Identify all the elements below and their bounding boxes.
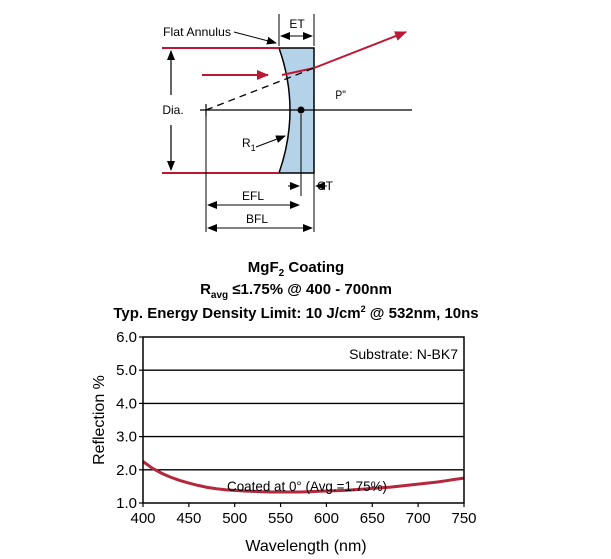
lens-diagram: P" Flat Annulus ET Dia. R1 CT EFL BFL	[162, 14, 412, 232]
y-tick-label: 6.0	[116, 329, 137, 346]
y-tick-label: 5.0	[116, 362, 137, 379]
ray-exiting	[313, 31, 407, 69]
principal-point	[297, 106, 305, 114]
substrate-label: Substrate: N-BK7	[349, 346, 458, 362]
chart-grid	[143, 369, 464, 471]
x-tick-label: 500	[222, 510, 247, 527]
coating-title-line: MgF2 Coating	[248, 259, 344, 279]
y-axis-title: Reflection %	[91, 375, 108, 465]
r-leader	[255, 135, 286, 148]
y-tick-label: 4.0	[116, 395, 137, 412]
plot-frame	[142, 336, 465, 504]
p-label: P"	[335, 89, 345, 102]
flat-annulus-leader	[233, 31, 277, 45]
x-axis-title: Wavelength (nm)	[245, 538, 366, 555]
y-tick-label: 3.0	[116, 429, 137, 446]
x-tick-label: 600	[314, 510, 339, 527]
dia-label: Dia.	[162, 103, 183, 117]
ct-label: CT	[317, 179, 334, 193]
chart-x-ticks: 400 450 500 550 600 650 700 750	[130, 503, 477, 527]
bfl-label: BFL	[246, 212, 268, 226]
x-tick-label: 550	[268, 510, 293, 527]
x-tick-label: 450	[176, 510, 201, 527]
chart-y-ticks: 1.0 2.0 3.0 4.0 5.0 6.0	[116, 329, 143, 512]
r-label: R1	[242, 136, 256, 153]
ravg-line: Ravg ≤1.75% @ 400 - 700nm	[200, 281, 392, 301]
efl-label: EFL	[242, 189, 264, 203]
curve-label: Coated at 0° (Avg.=1.75%)	[227, 478, 387, 494]
energy-density-line: Typ. Energy Density Limit: 10 J/cm2 @ 53…	[113, 304, 478, 322]
x-tick-label: 700	[406, 510, 431, 527]
et-label: ET	[289, 17, 305, 31]
reflection-curve	[142, 460, 465, 494]
x-tick-label: 650	[360, 510, 385, 527]
x-tick-label: 750	[451, 510, 476, 527]
coating-title: MgF2 Coating Ravg ≤1.75% @ 400 - 700nm T…	[113, 259, 478, 322]
ray-in-lens	[281, 67, 315, 76]
flat-annulus-label: Flat Annulus	[163, 25, 231, 39]
y-tick-label: 2.0	[116, 462, 137, 479]
x-tick-label: 400	[130, 510, 155, 527]
substrate-label-bg	[352, 343, 460, 365]
reflection-chart: 1.0 2.0 3.0 4.0 5.0 6.0 400 450 500 550 600 650 700…	[91, 329, 477, 555]
ray-virtual-extension	[205, 67, 315, 111]
y-tick-label: 1.0	[116, 495, 137, 512]
